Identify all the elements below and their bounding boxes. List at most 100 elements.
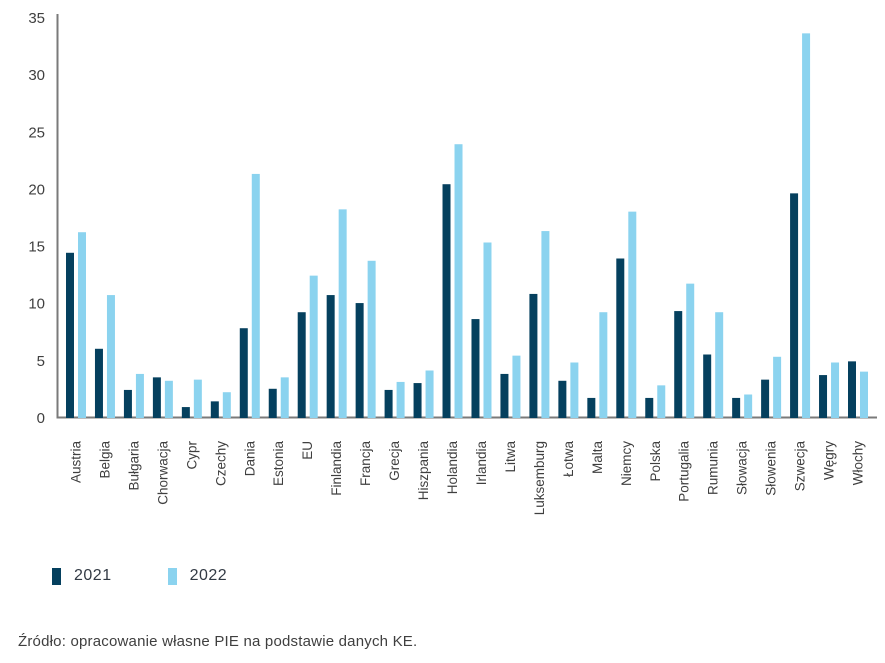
bar-2022-czechy [222,392,231,418]
bar-2022-łotwa [570,362,579,418]
x-tick-label-łotwa: Łotwa [561,441,576,478]
y-tick-label-30: 30 [28,67,45,84]
bar-2021-irlandia [471,319,480,418]
bar-2021-austria [66,252,74,418]
bar-2021-litwa [500,373,509,418]
bar-2021-hiszpania [413,383,422,418]
bar-2021-słowacja [732,397,741,418]
y-tick-label-20: 20 [28,181,45,198]
x-tick-label-włochy: Włochy [851,441,866,486]
bar-2021-malta [587,397,596,418]
legend-swatch-2021 [52,567,61,585]
bar-2022-irlandia [483,242,492,418]
x-tick-label-grecja: Grecja [387,441,402,481]
legend-item-2022: 2022 [167,567,228,585]
y-tick-label-25: 25 [28,124,45,141]
bar-2022-szwecja [802,33,811,418]
x-tick-label-chorwacja: Chorwacja [155,441,170,505]
x-tick-label-hiszpania: Hiszpania [416,441,431,501]
bar-2021-słowenia [761,379,770,418]
bar-2021-bułgaria [123,389,132,418]
x-tick-label-czechy: Czechy [213,441,228,486]
bar-2021-dania [239,328,248,418]
source-note: Źródło: opracowanie własne PIE na podsta… [18,633,418,650]
bar-2022-austria [78,232,86,418]
bar-2022-francja [367,260,376,418]
bar-2021-holandia [442,184,451,418]
y-tick-label-10: 10 [28,296,45,313]
y-tick-label-35: 35 [28,10,45,27]
chart-legend: 2021 2022 [52,566,227,586]
x-tick-label-bułgaria: Bułgaria [126,441,141,491]
bar-2021-polska [645,397,654,418]
x-tick-label-litwa: Litwa [503,441,518,473]
bar-2022-słowenia [773,356,782,418]
x-tick-label-francja: Francja [358,441,373,487]
bar-2022-chorwacja [164,380,173,418]
x-tick-label-dania: Dania [242,441,257,477]
bar-2021-cypr [181,407,190,418]
bar-2022-bułgaria [135,373,144,418]
bar-2022-słowacja [744,394,753,418]
legend-label-2022: 2022 [189,567,228,584]
bar-2021-eu [297,312,306,418]
bar-2022-portugalia [686,283,695,418]
bar-2021-szwecja [790,193,799,418]
bar-2021-rumunia [703,354,712,418]
bar-2021-włochy [848,361,856,418]
bar-2022-włochy [860,371,868,418]
x-tick-label-belgia: Belgia [97,441,112,479]
x-tick-label-polska: Polska [648,441,663,482]
bar-2022-węgry [831,362,840,418]
x-tick-label-finlandia: Finlandia [329,441,344,496]
x-tick-label-szwecja: Szwecja [793,441,808,492]
bar-2021-łotwa [558,380,567,418]
bar-2021-niemcy [616,258,625,418]
x-tick-label-estonia: Estonia [271,441,286,487]
x-tick-label-portugalia: Portugalia [677,441,692,502]
bar-2022-holandia [454,144,463,418]
y-tick-label-5: 5 [37,353,45,370]
x-tick-label-malta: Malta [590,441,605,475]
bar-2021-belgia [94,348,103,418]
bar-2022-hiszpania [425,370,434,418]
bar-2021-estonia [268,388,277,418]
bar-2021-chorwacja [152,377,161,418]
bar-2022-estonia [280,377,289,418]
x-tick-label-węgry: Węgry [822,441,837,480]
bar-chart: 0 5 10 15 20 25 30 35 Austria Belgia Bułgaria Chorw… [28,10,877,515]
x-tick-label-irlandia: Irlandia [474,441,489,486]
bar-2022-niemcy [628,211,637,418]
bar-2021-grecja [384,389,393,418]
bar-2021-węgry [819,375,828,418]
legend-label-2021: 2021 [74,567,112,584]
bar-chart-canvas: 0 5 10 15 20 25 30 35 Austria Belgia Bułgaria Chorw… [28,10,877,515]
bar-2022-eu [309,275,318,418]
x-tick-label-holandia: Holandia [445,441,460,495]
bar-2022-grecja [396,381,405,418]
x-tick-label-austria: Austria [69,441,84,484]
x-tick-label-słowacja: Słowacja [735,441,750,496]
x-tick-label-eu: EU [300,441,315,460]
legend-swatch-2022 [167,567,177,585]
bar-2022-rumunia [715,312,724,418]
bar-2022-malta [599,312,608,418]
bar-2021-portugalia [674,311,683,418]
legend-item-2021: 2021 [52,567,112,585]
x-tick-label-słowenia: Słowenia [764,441,779,496]
bar-2022-polska [657,385,666,418]
bar-2021-czechy [210,401,219,418]
bar-2022-dania [251,173,260,418]
x-tick-label-niemcy: Niemcy [619,441,634,486]
y-tick-label-0: 0 [37,410,45,427]
bar-2022-finlandia [338,209,347,418]
bar-2022-cypr [193,379,202,418]
x-tick-label-cypr: Cypr [184,441,199,470]
x-tick-label-luksemburg: Luksemburg [532,441,547,515]
bar-2021-finlandia [326,295,335,418]
y-tick-label-15: 15 [28,239,45,256]
bar-2021-luksemburg [529,293,538,418]
bar-2021-francja [355,303,364,418]
bar-2022-luksemburg [541,231,550,418]
bar-2022-belgia [106,295,115,418]
